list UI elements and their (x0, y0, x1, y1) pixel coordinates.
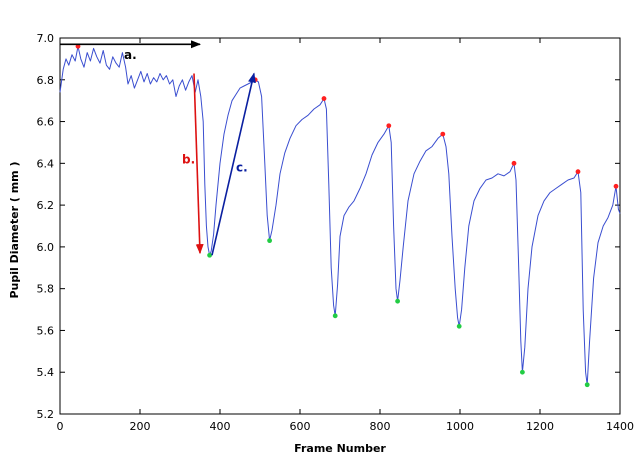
x-axis-label: Frame Number (294, 442, 386, 455)
y-tick-label: 6.0 (37, 241, 55, 254)
x-tick-label: 1200 (526, 420, 554, 433)
trough-point (332, 313, 338, 319)
x-tick-label: 400 (210, 420, 231, 433)
annotations: a. b. c. (60, 40, 256, 256)
y-tick-label: 5.8 (37, 283, 55, 296)
trough-point (267, 238, 272, 244)
trough-point (456, 323, 462, 329)
trough-point (207, 252, 213, 258)
peak-point (613, 183, 619, 189)
annotation-label: c. (236, 161, 248, 175)
peak-point (575, 169, 581, 175)
peak-point (511, 160, 517, 166)
annotation-label: a. (124, 48, 137, 62)
annotation-label: b. (182, 152, 195, 166)
annotation-arrow (211, 72, 256, 256)
peak-point (386, 123, 392, 129)
y-tick-label: 7.0 (37, 32, 55, 45)
trough-point (395, 298, 400, 304)
tick-labels: 0 200 400 600 800 1000 1200 1400 5.2 5.4 5.6 5.8 6.0… (37, 32, 635, 433)
y-axis-label: Pupil Diameter ( mm ) (8, 162, 21, 299)
pupil-diameter-series-line (59, 45, 621, 386)
x-tick-label: 800 (370, 420, 391, 433)
y-tick-label: 5.4 (37, 366, 55, 379)
axes (59, 37, 621, 415)
x-tick-label: 1400 (606, 420, 634, 433)
y-tick-label: 6.8 (37, 74, 55, 87)
y-tick-label: 5.6 (37, 324, 55, 337)
y-tick-label: 5.2 (37, 408, 55, 421)
plot-frame (59, 37, 621, 415)
markers (75, 43, 619, 388)
series (59, 45, 621, 386)
x-tick-label: 1000 (446, 420, 474, 433)
x-tick-label: 200 (130, 420, 151, 433)
y-tick-label: 6.6 (37, 116, 55, 129)
peak-point (321, 96, 327, 101)
peak-point (440, 131, 446, 137)
x-tick-label: 0 (57, 420, 64, 433)
trough-point (584, 382, 590, 388)
x-tick-label: 600 (290, 420, 311, 433)
trough-point (520, 369, 525, 375)
peak-point (75, 43, 81, 49)
y-tick-label: 6.2 (37, 199, 55, 212)
y-tick-label: 6.4 (37, 157, 55, 170)
annotation-arrow (193, 73, 204, 255)
